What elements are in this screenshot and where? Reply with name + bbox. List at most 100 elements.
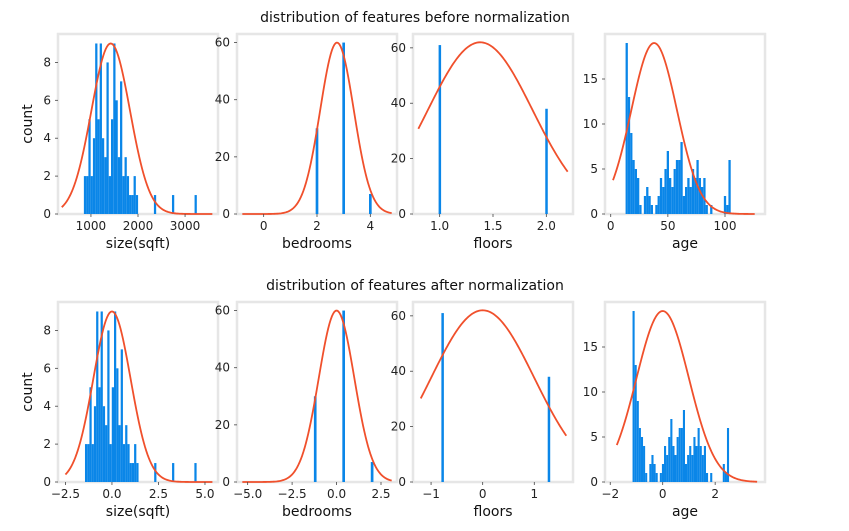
histogram-bar (691, 455, 694, 482)
x-tick-label: 0.0 (327, 487, 346, 501)
histogram-bar (728, 160, 731, 214)
histogram-bar (726, 428, 730, 482)
histogram-bar (693, 437, 696, 482)
y-tick-label: 6 (43, 93, 51, 107)
y-tick-label: 40 (215, 93, 230, 107)
histogram-bar (650, 205, 653, 214)
normal-curve-line (615, 310, 758, 483)
x-tick-label: 1.0 (430, 219, 449, 233)
y-tick-label: 40 (391, 96, 406, 110)
x-tick-label: 2 (711, 487, 719, 501)
y-tick-label: 10 (583, 385, 598, 399)
histogram-bar (133, 176, 136, 214)
histogram-bar (126, 176, 130, 214)
histogram-bar (710, 205, 713, 214)
histogram-bar (154, 463, 157, 482)
bar-series (313, 310, 374, 482)
histogram-bar (101, 138, 105, 214)
histogram-bar (91, 444, 94, 482)
bar-series (438, 45, 548, 215)
histogram-bar (105, 425, 108, 482)
histogram-bar (120, 349, 123, 482)
histogram-bar (120, 81, 123, 214)
histogram-bar (643, 196, 647, 214)
histogram-bar (88, 119, 91, 214)
histogram-bar (680, 142, 683, 214)
title-before-normalization: distribution of features before normaliz… (260, 10, 570, 26)
y-tick-label: 0 (590, 207, 598, 221)
histogram-bar (122, 444, 126, 482)
x-tick-label: 3000 (170, 219, 201, 233)
x-tick-label: −2.5 (278, 487, 307, 501)
histogram-bar (680, 428, 683, 482)
y-tick-label: 8 (43, 323, 51, 337)
y-tick-label: 2 (43, 437, 51, 451)
histogram-bar (84, 444, 88, 482)
histogram-bar (703, 446, 706, 482)
x-tick-label: 0 (659, 487, 667, 501)
histogram-bar (678, 428, 681, 482)
histogram-bar (93, 406, 97, 482)
histogram-bar (438, 45, 442, 215)
x-tick-label: 50 (660, 219, 675, 233)
histogram-bar (685, 464, 688, 482)
histogram-bar (90, 176, 93, 214)
x-tick-label: 0 (479, 487, 487, 501)
histogram-bar (171, 195, 175, 214)
histogram-bar (109, 444, 112, 482)
histogram-bar (114, 311, 117, 482)
axes-frame (56, 32, 220, 216)
y-tick-label: 5 (590, 162, 598, 176)
y-tick-label: 0 (222, 475, 230, 489)
histogram-bar (117, 157, 121, 214)
histogram-bar (643, 446, 646, 482)
histogram-bar (669, 178, 672, 214)
normal-curve-line (242, 41, 392, 215)
x-axis-label: floors (474, 236, 513, 252)
histogram-bar (645, 473, 648, 482)
x-tick-label: 2.0 (537, 219, 556, 233)
histogram-bar (659, 178, 663, 214)
histogram-bar (664, 169, 667, 214)
normal-curve-line (242, 309, 392, 483)
y-tick-label: 20 (215, 150, 230, 164)
histogram-bar (632, 160, 635, 214)
y-tick-label: 60 (215, 304, 230, 318)
histogram-bar (634, 169, 637, 214)
histogram-bar (118, 425, 121, 482)
histogram-bar (674, 455, 677, 482)
histogram-bar (689, 187, 692, 214)
histogram-bar (723, 196, 727, 214)
histogram-bar (127, 444, 130, 482)
x-tick-label: 1000 (76, 219, 107, 233)
histogram-bar (545, 108, 548, 214)
histogram-bar (698, 178, 701, 214)
histogram-bar (678, 160, 681, 214)
y-tick-label: 60 (215, 36, 230, 50)
histogram-bar (92, 138, 96, 214)
histogram-bar (194, 195, 197, 214)
histogram-bar (110, 119, 114, 214)
x-tick-label: −2 (601, 487, 619, 501)
histogram-bar (632, 311, 635, 482)
histogram-bar (153, 195, 157, 214)
histogram-bar (691, 169, 695, 214)
histogram-bar (106, 62, 109, 214)
histogram-bar (369, 194, 372, 214)
y-tick-label: 8 (43, 55, 51, 69)
x-axis-label: size(sqft) (106, 236, 170, 252)
histogram-bar (724, 473, 727, 482)
histogram-bar (668, 437, 671, 482)
bar-series (315, 42, 372, 215)
histogram-bar (676, 437, 679, 482)
x-tick-label: 100 (714, 219, 737, 233)
x-axis-label: floors (474, 504, 513, 520)
x-tick-label: 5.0 (195, 487, 214, 501)
x-tick-label: 0.0 (102, 487, 121, 501)
y-tick-label: 40 (391, 364, 406, 378)
histogram-bar (685, 187, 688, 214)
histogram-bar (666, 151, 669, 214)
histogram-bar (125, 425, 128, 482)
